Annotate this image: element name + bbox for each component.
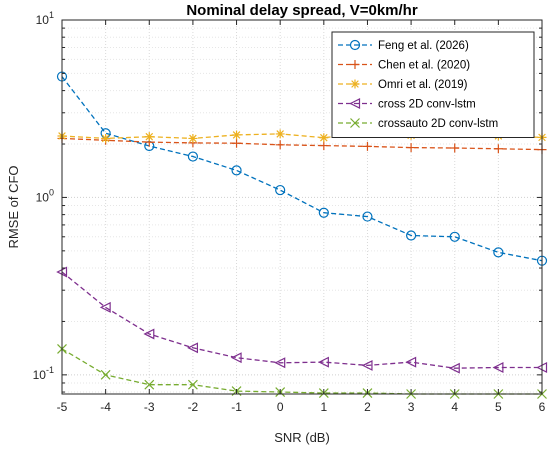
data-point	[232, 138, 242, 148]
series-feng-et-al-2026-	[56, 71, 548, 266]
legend-box	[331, 31, 535, 138]
series-line	[61, 76, 543, 262]
data-point	[275, 129, 285, 139]
data-point	[143, 328, 155, 340]
data-point	[405, 356, 417, 368]
data-point	[230, 352, 242, 364]
data-point	[318, 207, 329, 218]
x-tick-label: 0	[277, 400, 284, 414]
data-point	[188, 133, 198, 143]
legend-label: crossauto 2D conv-lstm	[378, 118, 498, 130]
legend-entry: Omri et al. (2019)	[338, 79, 468, 91]
data-point	[493, 247, 504, 258]
legend-label: Feng et al. (2026)	[378, 40, 469, 52]
data-point	[349, 98, 361, 109]
data-point	[448, 362, 460, 374]
data-point	[319, 133, 329, 143]
x-tick-label: 1	[320, 400, 327, 414]
data-point	[144, 132, 154, 142]
data-point	[275, 140, 285, 150]
plot-border	[61, 19, 543, 395]
x-axis-label: SNR (dB)	[274, 430, 330, 445]
data-point	[350, 79, 360, 89]
data-point	[275, 184, 286, 196]
series-line	[61, 271, 542, 369]
data-point	[362, 211, 373, 222]
x-tick-label: -2	[188, 400, 199, 414]
data-point	[99, 301, 111, 313]
data-point	[362, 141, 372, 151]
legend: Feng et al. (2026) Chen et al. (2020) Omri…	[331, 31, 535, 138]
y-tick-label: 10-1	[33, 365, 54, 382]
y-tick-label: 100	[36, 187, 54, 204]
x-tick-label: -5	[57, 400, 68, 414]
data-point	[232, 130, 242, 140]
x-tick-label: 6	[539, 400, 546, 414]
x-tick-label: 4	[451, 400, 458, 414]
data-point	[450, 143, 460, 153]
x-tick-label: -4	[100, 400, 111, 414]
data-point	[231, 165, 242, 176]
legend-entry: Feng et al. (2026)	[338, 39, 469, 52]
data-point	[101, 133, 111, 143]
legend-entry: crossauto 2D conv-lstm	[338, 118, 498, 130]
data-point	[317, 356, 329, 368]
x-tick-label: 2	[364, 400, 371, 414]
y-axis-label: RMSE of CFO	[6, 165, 21, 248]
legend-entry: cross 2D conv-lstm	[338, 98, 476, 111]
data-point	[187, 342, 199, 354]
x-tick-label: -3	[144, 400, 155, 414]
data-point	[449, 231, 460, 242]
data-point	[493, 144, 503, 154]
x-tick-label: 5	[495, 400, 502, 414]
axis-ticks: -5 -4 -3 -2 -1 0 1 2 3 4 5 6 10-1 100 101	[33, 10, 546, 414]
data-point	[361, 359, 373, 371]
x-tick-label: -1	[231, 400, 242, 414]
data-point	[100, 369, 111, 380]
data-point	[350, 60, 360, 69]
data-point	[405, 230, 417, 241]
legend-entry: Chen et al. (2020)	[338, 60, 470, 72]
legend-label: cross 2D conv-lstm	[378, 99, 476, 111]
data-point	[187, 151, 199, 162]
data-point	[406, 143, 416, 153]
data-point	[187, 379, 198, 390]
data-point	[492, 362, 504, 373]
x-tick-label: 3	[408, 400, 415, 414]
legend-label: Omri et al. (2019)	[378, 79, 468, 91]
series-line	[61, 137, 543, 151]
y-tick-label: 101	[36, 10, 54, 27]
data-point	[319, 141, 329, 151]
data-point	[350, 118, 360, 128]
legend-label: Chen et al. (2020)	[378, 60, 470, 72]
data-point	[274, 357, 286, 369]
data-point	[144, 379, 155, 390]
data-point	[349, 39, 361, 51]
chart-title: Nominal delay spread, V=0km/hr	[186, 2, 418, 19]
